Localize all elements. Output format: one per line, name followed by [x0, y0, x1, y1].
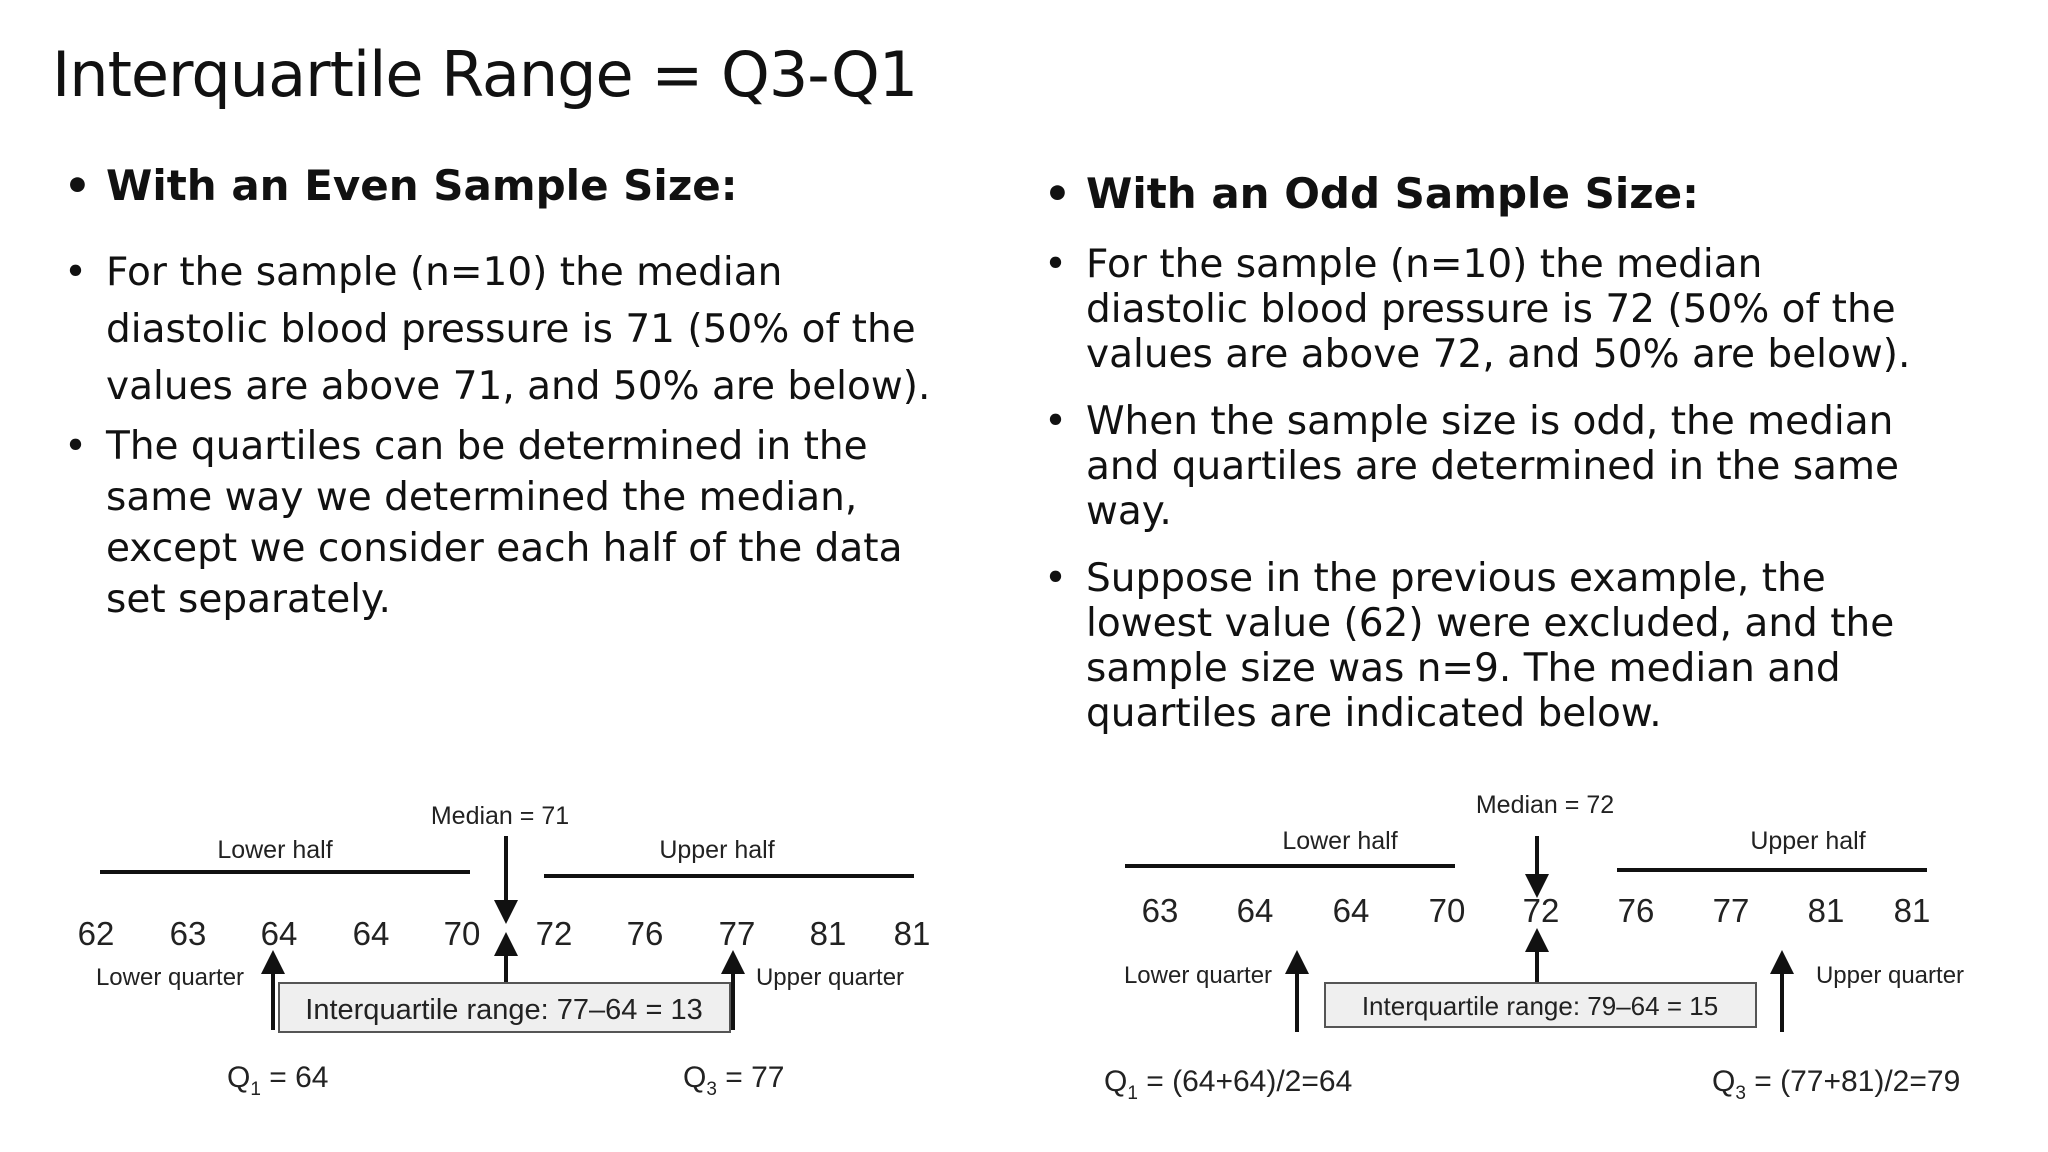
even-sample-diagram: Median = 71 Lower half Upper half 62 63 64…	[78, 802, 931, 1100]
data-value: 81	[810, 915, 847, 952]
q-letter: Q	[227, 1061, 250, 1094]
data-value: 64	[353, 915, 390, 952]
q-value: = 77	[717, 1061, 785, 1094]
text-line: diastolic blood pressure is 72 (50% of t…	[1086, 287, 1896, 332]
data-value: 63	[1142, 892, 1179, 929]
text-line: values are above 72, and 50% are below).	[1086, 332, 1911, 377]
even-bullet-2: The quartiles can be determined in the s…	[60, 421, 960, 625]
data-value: 63	[170, 915, 207, 952]
text-line: For the sample (n=10) the median	[1086, 242, 1763, 287]
q-subscript: 3	[1735, 1083, 1746, 1104]
even-bullet-1: For the sample (n=10) the median diastol…	[60, 244, 960, 415]
iqr-box-label: Interquartile range: 79–64 = 15	[1362, 991, 1718, 1021]
q-value: = (77+81)/2=79	[1746, 1065, 1960, 1098]
upper-quarter-label: Upper quarter	[756, 964, 904, 991]
q-subscript: 3	[706, 1079, 717, 1100]
text-line: except we consider each half of the data	[106, 526, 903, 571]
median-label: Median = 72	[1476, 791, 1614, 819]
lower-half-label: Lower half	[1282, 827, 1397, 855]
even-sample-heading: With an Even Sample Size:	[60, 160, 960, 212]
text-line: way.	[1086, 489, 1172, 534]
lower-half-label: Lower half	[217, 836, 332, 864]
lower-quarter-label: Lower quarter	[96, 964, 244, 991]
iqr-box-label: Interquartile range: 77–64 = 13	[305, 994, 702, 1026]
text-line: For the sample (n=10) the median	[106, 250, 783, 295]
data-value: 72	[1523, 892, 1560, 929]
odd-sample-diagram: Median = 72 Lower half Upper half 63 64 64…	[1104, 791, 1964, 1104]
median-label: Median = 71	[431, 802, 569, 830]
value-row: 62 63 64 64 70 72 76 77 81 81	[78, 915, 931, 952]
even-sample-column: With an Even Sample Size: For the sample…	[60, 160, 960, 631]
iqr-box	[1324, 982, 1757, 1028]
text-line: The quartiles can be determined in the	[106, 424, 868, 469]
data-value: 77	[1713, 892, 1750, 929]
q-value: = (64+64)/2=64	[1138, 1065, 1352, 1098]
odd-sample-column: With an Odd Sample Size: For the sample …	[1040, 168, 2000, 758]
data-value: 64	[1333, 892, 1370, 929]
iqr-box	[278, 982, 731, 1033]
q-value: = 64	[261, 1061, 329, 1094]
data-value: 72	[536, 915, 573, 952]
odd-bullet-2: When the sample size is odd, the median …	[1040, 399, 2000, 534]
odd-bullet-1: For the sample (n=10) the median diastol…	[1040, 242, 2000, 377]
data-value: 81	[1894, 892, 1931, 929]
slide-title: Interquartile Range = Q3-Q1	[52, 38, 918, 111]
text-line: same way we determined the median,	[106, 475, 858, 520]
q-letter: Q	[683, 1061, 706, 1094]
q-subscript: 1	[250, 1079, 261, 1100]
text-line: When the sample size is odd, the median	[1086, 399, 1894, 444]
q3-formula: Q3 = 77	[683, 1061, 784, 1100]
text-line: set separately.	[106, 577, 391, 622]
data-value: 81	[894, 915, 931, 952]
text-line: and quartiles are determined in the same	[1086, 444, 1899, 489]
upper-quarter-label: Upper quarter	[1816, 962, 1964, 989]
data-value: 70	[1429, 892, 1466, 929]
text-line: sample size was n=9. The median and	[1086, 646, 1841, 691]
lower-quarter-label: Lower quarter	[1124, 962, 1272, 989]
data-value: 81	[1808, 892, 1845, 929]
data-value: 62	[78, 915, 115, 952]
value-row: 63 64 64 70 72 76 77 81 81	[1142, 892, 1931, 929]
text-line: lowest value (62) were excluded, and the	[1086, 601, 1895, 646]
q-letter: Q	[1104, 1065, 1127, 1098]
odd-bullet-3: Suppose in the previous example, the low…	[1040, 556, 2000, 736]
q1-formula: Q1 = (64+64)/2=64	[1104, 1065, 1352, 1104]
data-value: 77	[719, 915, 756, 952]
data-value: 64	[261, 915, 298, 952]
q3-formula: Q3 = (77+81)/2=79	[1712, 1065, 1960, 1104]
text-line: diastolic blood pressure is 71 (50% of t…	[106, 307, 916, 352]
upper-half-label: Upper half	[659, 836, 774, 864]
data-value: 70	[444, 915, 481, 952]
text-line: quartiles are indicated below.	[1086, 691, 1662, 736]
text-line: values are above 71, and 50% are below).	[106, 364, 931, 409]
data-value: 76	[627, 915, 664, 952]
upper-half-label: Upper half	[1750, 827, 1865, 855]
text-line: Suppose in the previous example, the	[1086, 556, 1826, 601]
q-subscript: 1	[1127, 1083, 1138, 1104]
q-letter: Q	[1712, 1065, 1735, 1098]
data-value: 64	[1237, 892, 1274, 929]
q1-formula: Q1 = 64	[227, 1061, 328, 1100]
data-value: 76	[1618, 892, 1655, 929]
odd-sample-heading: With an Odd Sample Size:	[1040, 168, 2000, 220]
